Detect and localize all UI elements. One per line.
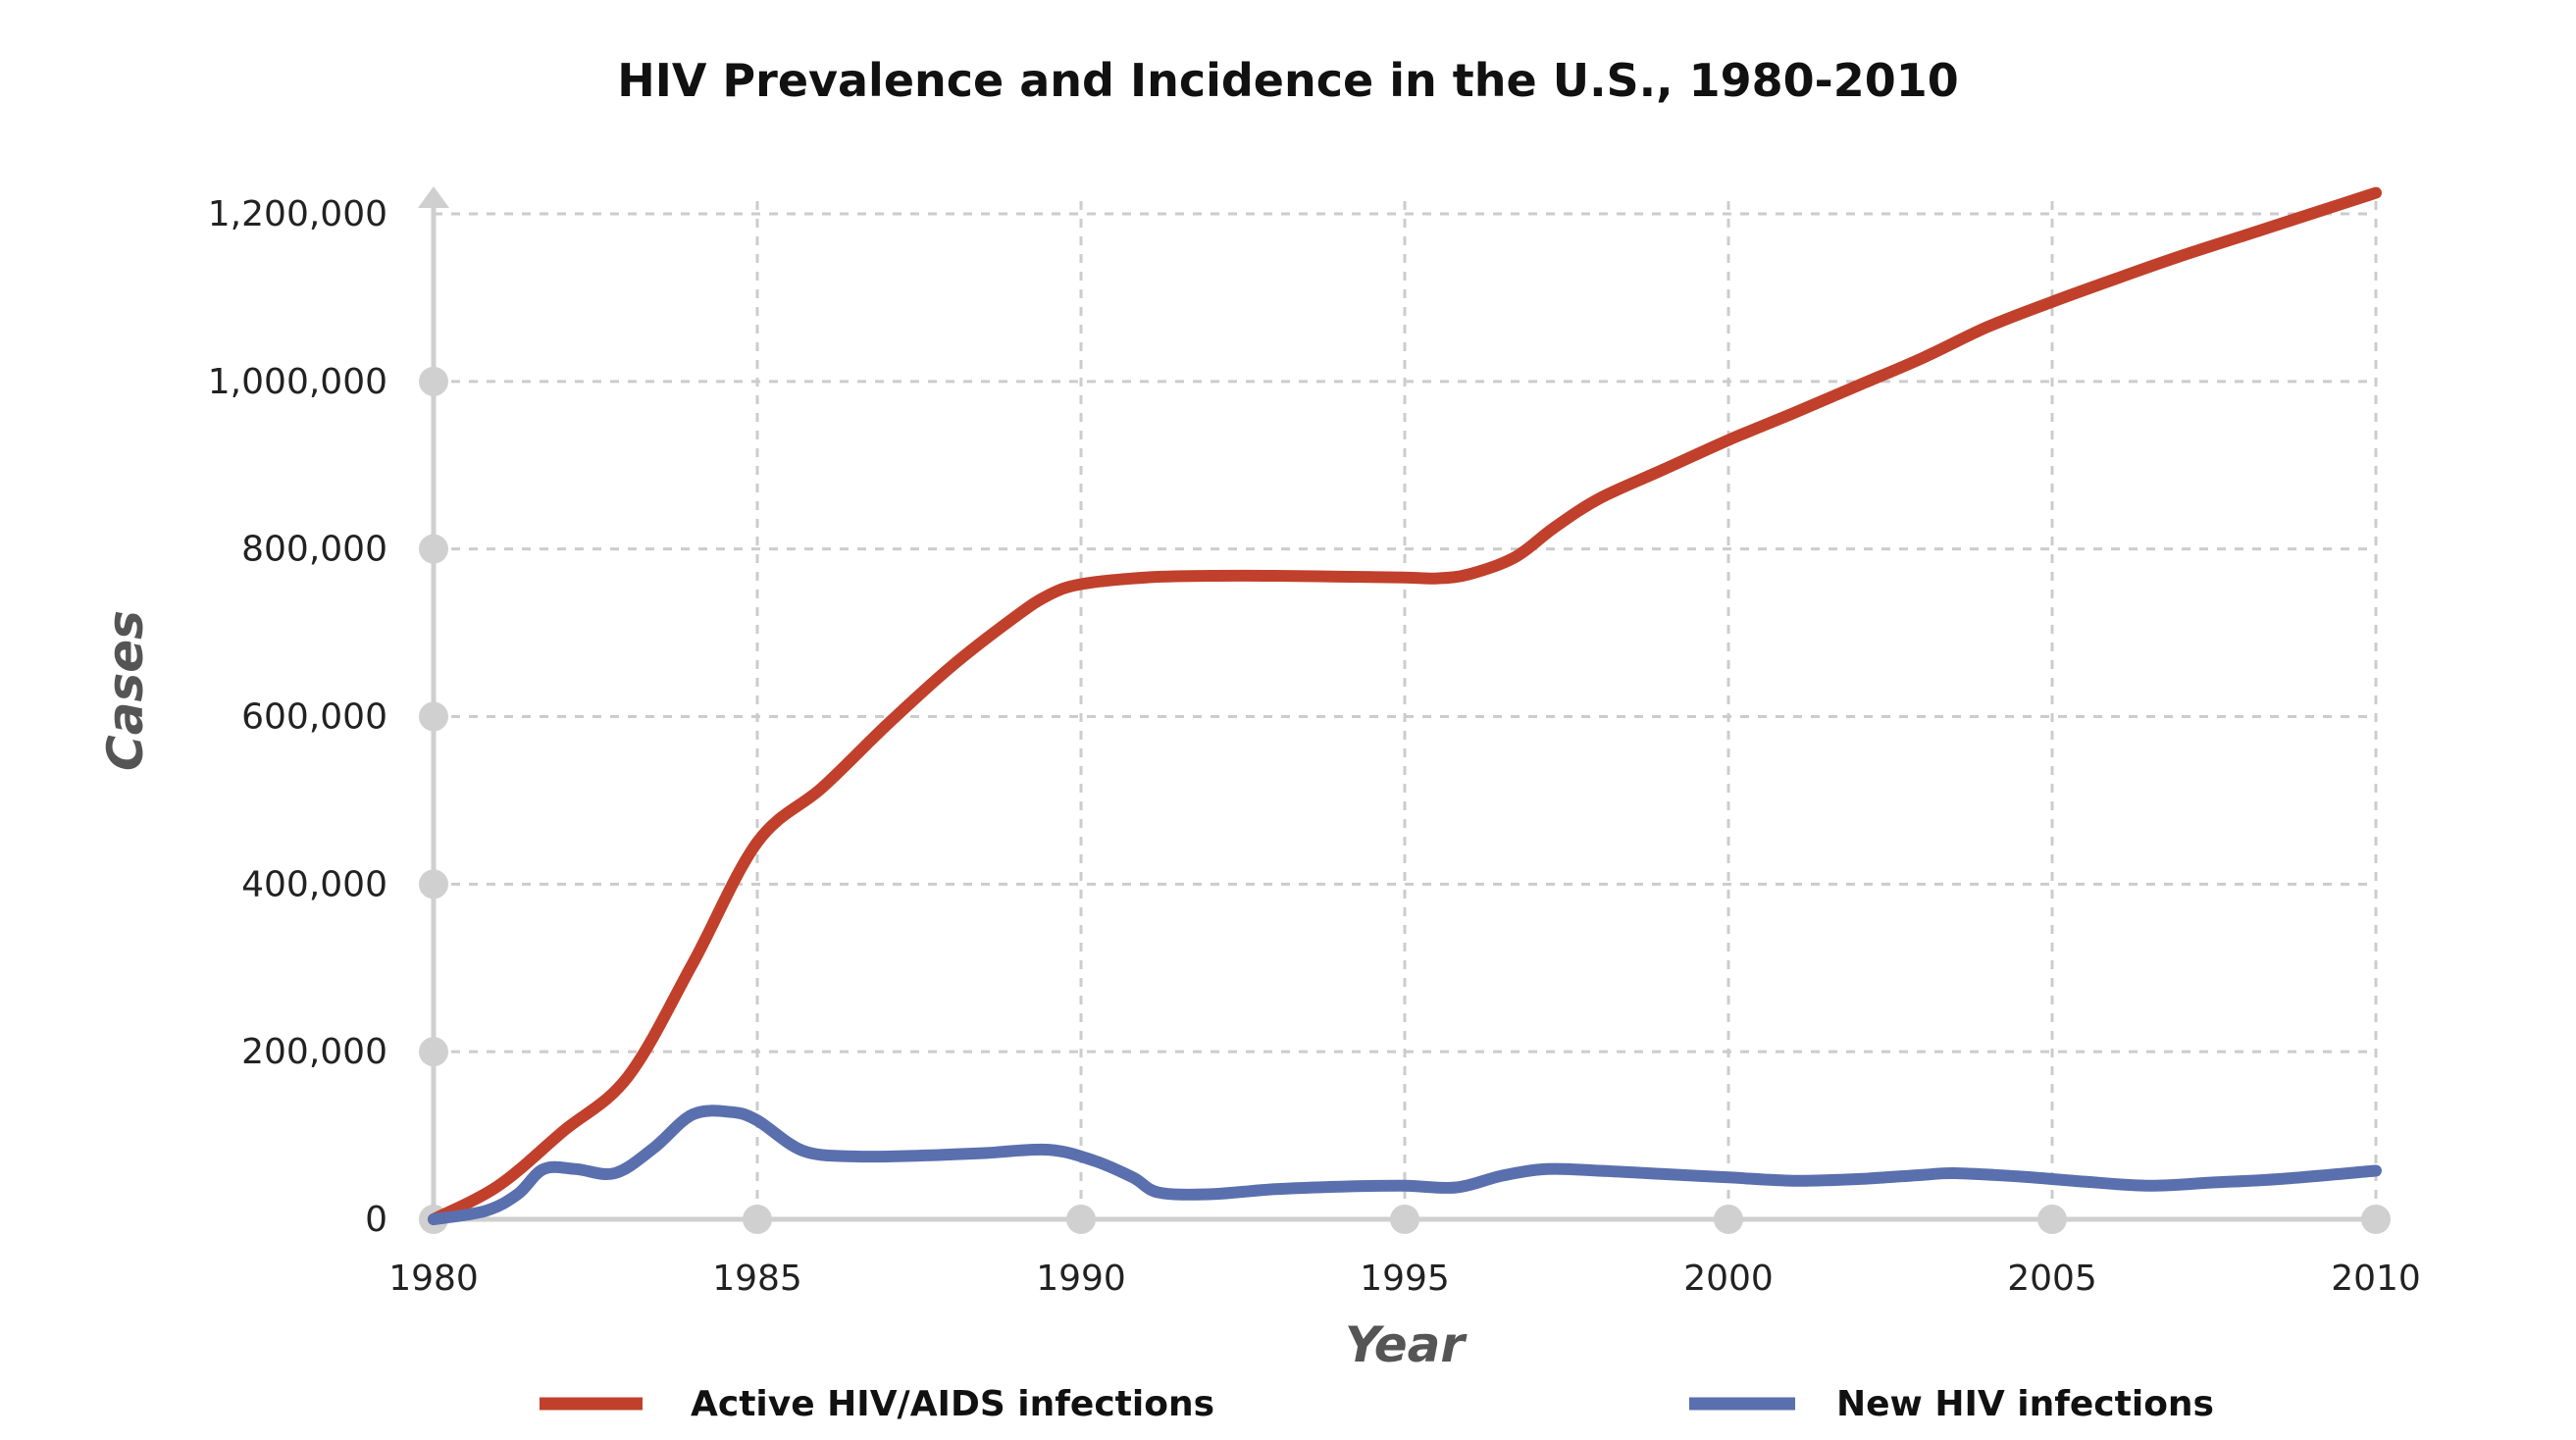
x-tick-label: 2010: [2331, 1259, 2421, 1299]
y-axis-arrow: [418, 186, 449, 208]
x-axis-dot: [1390, 1205, 1419, 1234]
x-axis-dot: [2361, 1205, 2391, 1234]
y-axis-dot: [419, 869, 448, 900]
x-tick-label: 1980: [388, 1259, 479, 1299]
y-tick-label: 800,000: [241, 530, 387, 570]
x-tick-label: 2000: [1683, 1259, 1774, 1299]
x-axis-dot: [1066, 1205, 1096, 1234]
y-tick-label: 1,200,000: [208, 194, 387, 234]
series-line-active: [428, 186, 2382, 1225]
x-tick-label: 1990: [1036, 1259, 1126, 1299]
axes: [418, 186, 2376, 1222]
chart-title: HIV Prevalence and Incidence in the U.S.…: [617, 54, 1959, 107]
y-tick-label: 200,000: [241, 1032, 387, 1072]
x-axis-dot: [2037, 1205, 2067, 1234]
y-axis-dot: [419, 1037, 448, 1067]
y-tick-label: 400,000: [241, 864, 387, 904]
x-axis-dot: [1714, 1205, 1743, 1234]
legend-label-new: New HIV infections: [1836, 1384, 2214, 1424]
y-axis-dot: [419, 701, 448, 732]
y-ticks: 0 200,000 400,000 600,000 800,000 1,000,000 1,…: [208, 194, 448, 1240]
x-tick-label: 1995: [1360, 1259, 1450, 1299]
x-tick-label: 1985: [712, 1259, 802, 1299]
y-axis-label: Cases: [97, 610, 154, 771]
y-axis-dot: [419, 366, 448, 396]
x-axis-dot: [743, 1205, 772, 1234]
grid: [434, 201, 2378, 1219]
legend-label-active: Active HIV/AIDS infections: [691, 1384, 1214, 1424]
x-axis-label: Year: [1345, 1316, 1468, 1373]
y-tick-label: 1,000,000: [208, 362, 387, 402]
legend: Active HIV/AIDS infections New HIV infec…: [540, 1384, 2214, 1424]
y-axis-dot: [419, 534, 448, 564]
y-tick-label: 600,000: [241, 697, 387, 738]
series-line-new: [428, 1105, 2382, 1225]
series: [428, 186, 2382, 1225]
x-ticks: 1980 1985 1990 1995 2000 2005 2010: [388, 1205, 2421, 1299]
x-tick-label: 2005: [2007, 1259, 2097, 1299]
y-tick-label: 0: [365, 1200, 387, 1240]
